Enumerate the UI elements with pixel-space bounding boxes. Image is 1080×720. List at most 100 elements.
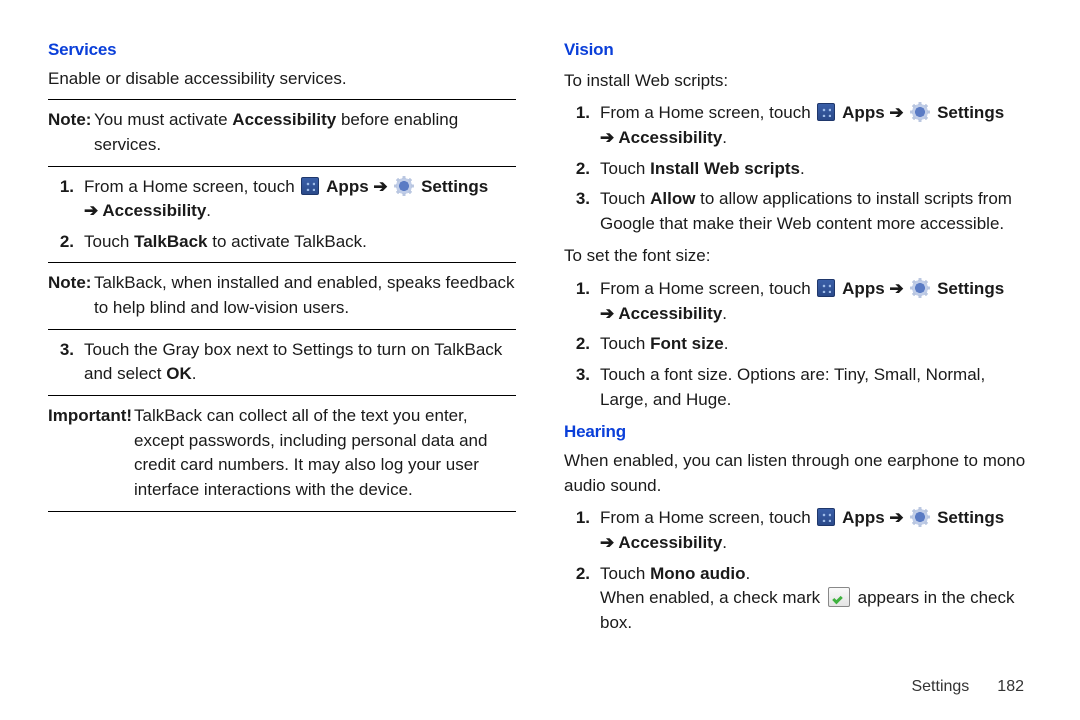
period: .	[206, 201, 211, 220]
period: .	[722, 304, 727, 323]
step-item: 2. Touch Install Web scripts.	[564, 157, 1032, 182]
period: .	[722, 128, 727, 147]
note-bold: Accessibility	[232, 110, 336, 129]
period: .	[192, 364, 197, 383]
step-item: 3. Touch Allow to allow applications to …	[564, 187, 1032, 236]
step-number: 3.	[564, 187, 600, 212]
period: .	[724, 334, 729, 353]
step-item: 2. Touch Font size.	[564, 332, 1032, 357]
divider	[48, 99, 516, 100]
step-text: When enabled, a check mark	[600, 588, 825, 607]
step-body: From a Home screen, touch Apps ➔ Setting…	[84, 175, 516, 224]
accessibility-label: Accessibility	[618, 128, 722, 147]
accessibility-label: Accessibility	[102, 201, 206, 220]
note-label: Note:	[48, 108, 94, 133]
hearing-intro: When enabled, you can listen through one…	[564, 449, 1032, 498]
apps-label: Apps	[326, 177, 369, 196]
step-text: Touch	[600, 334, 650, 353]
step-text: Touch	[84, 232, 134, 251]
right-column: Vision To install Web scripts: 1. From a…	[564, 38, 1032, 700]
step-item: 1. From a Home screen, touch Apps ➔ Sett…	[48, 175, 516, 224]
services-heading: Services	[48, 38, 516, 63]
arrow-icon: ➔	[600, 533, 618, 552]
note-talkback-feedback: Note: TalkBack, when installed and enabl…	[48, 271, 516, 320]
page-footer: Settings 182	[911, 675, 1024, 698]
mono-audio-label: Mono audio	[650, 564, 745, 583]
hearing-heading: Hearing	[564, 420, 1032, 445]
arrow-icon: ➔	[885, 103, 909, 122]
step-body: Touch TalkBack to activate TalkBack.	[84, 230, 516, 255]
arrow-icon: ➔	[885, 508, 909, 527]
step-text: Touch	[600, 189, 650, 208]
gear-icon	[910, 278, 930, 298]
step-number: 2.	[48, 230, 84, 255]
step-text: From a Home screen, touch	[84, 177, 299, 196]
apps-icon	[301, 177, 319, 195]
step-number: 1.	[564, 101, 600, 126]
divider	[48, 166, 516, 167]
vision-heading: Vision	[564, 38, 1032, 63]
apps-label: Apps	[842, 103, 885, 122]
vision-font-steps: 1. From a Home screen, touch Apps ➔ Sett…	[564, 277, 1032, 412]
note-label: Note:	[48, 271, 94, 296]
step-text: From a Home screen, touch	[600, 279, 815, 298]
step-body: Touch Font size.	[600, 332, 1032, 357]
vision-web-intro: To install Web scripts:	[564, 69, 1032, 94]
ok-label: OK	[166, 364, 192, 383]
divider	[48, 262, 516, 263]
footer-section: Settings	[911, 675, 969, 698]
step-item: 1. From a Home screen, touch Apps ➔ Sett…	[564, 277, 1032, 326]
step-body: From a Home screen, touch Apps ➔ Setting…	[600, 101, 1032, 150]
note-pre: You must activate	[94, 110, 232, 129]
step-number: 2.	[564, 332, 600, 357]
step-item: 1. From a Home screen, touch Apps ➔ Sett…	[564, 506, 1032, 555]
step-body: Touch a font size. Options are: Tiny, Sm…	[600, 363, 1032, 412]
settings-label: Settings	[421, 177, 488, 196]
period: .	[722, 533, 727, 552]
accessibility-label: Accessibility	[618, 304, 722, 323]
step-number: 1.	[48, 175, 84, 200]
important-text: TalkBack can collect all of the text you…	[134, 404, 516, 503]
step-number: 1.	[564, 506, 600, 531]
step-item: 2. Touch Mono audio. When enabled, a che…	[564, 562, 1032, 636]
divider	[48, 329, 516, 330]
gear-icon	[910, 102, 930, 122]
step-item: 2. Touch TalkBack to activate TalkBack.	[48, 230, 516, 255]
arrow-icon: ➔	[600, 128, 618, 147]
period: .	[800, 159, 805, 178]
install-web-scripts-label: Install Web scripts	[650, 159, 800, 178]
step-body: From a Home screen, touch Apps ➔ Setting…	[600, 277, 1032, 326]
step-text: Touch the Gray box next to Settings to t…	[84, 340, 502, 384]
arrow-icon: ➔	[84, 201, 102, 220]
step-number: 2.	[564, 157, 600, 182]
step-body: Touch Install Web scripts.	[600, 157, 1032, 182]
services-intro: Enable or disable accessibility services…	[48, 67, 516, 92]
vision-web-steps: 1. From a Home screen, touch Apps ➔ Sett…	[564, 101, 1032, 236]
step-item: 3. Touch the Gray box next to Settings t…	[48, 338, 516, 387]
apps-label: Apps	[842, 279, 885, 298]
divider	[48, 511, 516, 512]
note-text: TalkBack, when installed and enabled, sp…	[94, 271, 516, 320]
important-label: Important!	[48, 404, 134, 429]
settings-label: Settings	[937, 103, 1004, 122]
step-text: From a Home screen, touch	[600, 103, 815, 122]
gear-icon	[394, 176, 414, 196]
step-text: Touch	[600, 564, 650, 583]
step-item: 1. From a Home screen, touch Apps ➔ Sett…	[564, 101, 1032, 150]
font-size-label: Font size	[650, 334, 724, 353]
note-text: You must activate Accessibility before e…	[94, 108, 516, 157]
divider	[48, 395, 516, 396]
arrow-icon: ➔	[885, 279, 909, 298]
apps-icon	[817, 103, 835, 121]
gear-icon	[910, 507, 930, 527]
period: .	[745, 564, 750, 583]
step-text: to activate TalkBack.	[208, 232, 367, 251]
step-body: Touch Mono audio. When enabled, a check …	[600, 562, 1032, 636]
settings-label: Settings	[937, 508, 1004, 527]
step-body: Touch Allow to allow applications to ins…	[600, 187, 1032, 236]
accessibility-label: Accessibility	[618, 533, 722, 552]
step-body: Touch the Gray box next to Settings to t…	[84, 338, 516, 387]
step-number: 3.	[564, 363, 600, 388]
important-talkback-privacy: Important! TalkBack can collect all of t…	[48, 404, 516, 503]
settings-label: Settings	[937, 279, 1004, 298]
